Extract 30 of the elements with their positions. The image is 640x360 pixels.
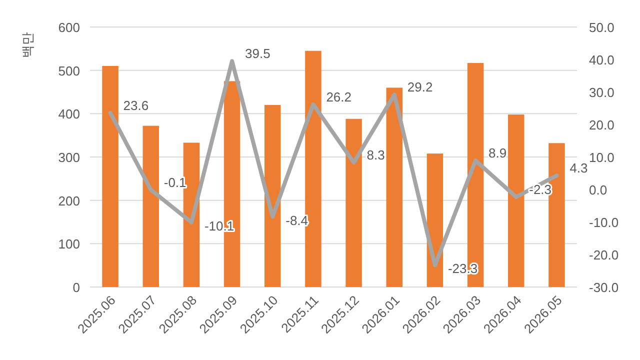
y-tick-label: 400 [58,106,80,122]
y2-tick-label: -20.0 [589,248,619,262]
y-tick-label: 100 [58,236,80,252]
y-tick-label: 300 [58,150,80,165]
y-tick-label: 600 [58,20,80,35]
data-label: 23.6 [123,98,149,113]
y2-tick-label: 0.0 [589,182,608,198]
data-label: 8.3 [366,148,385,163]
data-label: 8.9 [488,146,507,161]
y2-tick-label: 40.0 [589,52,614,68]
data-label: 4.3 [570,160,588,176]
y-tick-label: 0 [72,280,80,295]
y-axis-title: 백만 [20,32,35,58]
data-label: 29.2 [407,80,433,95]
y2-tick-label: 10.0 [589,150,614,165]
bar [386,88,402,287]
bar [264,105,281,287]
y-tick-label: 500 [58,63,80,78]
bar [508,114,524,287]
y2-tick-label: 20.0 [589,118,614,132]
y-tick-label: 200 [58,193,80,208]
bar [142,126,159,287]
data-label: 39.5 [245,46,270,62]
y2-tick-label: 50.0 [589,20,614,35]
data-label: 26.2 [326,89,352,104]
bar [102,66,118,287]
y2-tick-label: -30.0 [589,280,619,295]
y2-tick-label: 30.0 [589,85,614,100]
bar [346,118,362,287]
y2-tick-label: -10.0 [589,215,619,230]
